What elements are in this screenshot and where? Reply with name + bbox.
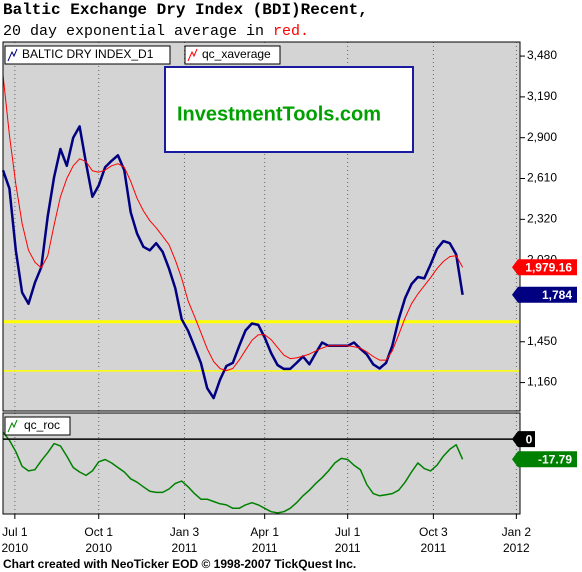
series-line [1,125,464,400]
last-value-label: 1,979.16 [525,260,572,274]
series-line [2,431,464,514]
footer: Chart created with NeoTicker EOD © 1998-… [3,557,356,571]
y-tick-label: 1,160 [527,375,557,389]
x-tick-year: 2010 [2,541,29,555]
series-line [2,75,464,372]
x-tick-year: 2010 [85,541,112,555]
y-tick-label: 0 [526,432,533,446]
chart-subtitle: 20 day exponential average in red. [3,23,309,40]
last-value-label: 1,784 [542,288,572,302]
watermark-box [164,66,414,153]
last-value-tag [512,286,577,303]
legend-box [184,45,281,65]
legend-box [4,416,71,436]
chart-title: Baltic Exchange Dry Index (BDI)Recent, [3,1,368,19]
y-tick-label: 2,900 [527,130,557,144]
legend-label: qc_roc [24,418,60,432]
y-tick-label: 3,190 [527,89,557,103]
legend-label: BALTIC DRY INDEX_D1 [22,47,154,61]
x-tick-label: Oct 1 [84,525,113,539]
last-value-label: -17.79 [538,452,572,466]
x-tick-label: Jan 3 [170,525,200,539]
x-tick-year: 2011 [420,541,446,555]
y-tick-label: 3,480 [527,48,557,62]
last-value-tag [512,451,577,468]
subtitle-text: 20 day exponential average in [3,23,264,40]
plot-layer [1,42,520,514]
legend-icon [7,48,18,62]
legend-label: qc_xaverage [202,47,271,61]
roc-panel [3,413,520,514]
main-frame [2,41,521,412]
x-tick-year: 2012 [503,541,530,555]
x-tick-label: Oct 3 [419,525,448,539]
y-tick-label: 1,450 [527,334,557,348]
x-tick-label: Apr 1 [250,525,279,539]
y-tick-label: 2,610 [527,171,557,185]
watermark: InvestmentTools.com [177,103,381,125]
x-tick-label: Jul 1 [335,525,361,539]
legend-box [4,45,171,65]
x-tick-year: 2011 [172,541,198,555]
x-tick-label: Jul 1 [2,525,28,539]
legend-icon [7,419,18,433]
legend-icon [187,48,198,62]
x-tick-year: 2011 [252,541,278,555]
y-tick-label: 2,320 [527,211,557,225]
x-tick-year: 2011 [335,541,361,555]
subtitle-highlight: red. [273,23,309,40]
tick-tag [512,431,535,448]
x-tick-label: Jan 2 [502,525,532,539]
last-value-tag [512,259,577,276]
